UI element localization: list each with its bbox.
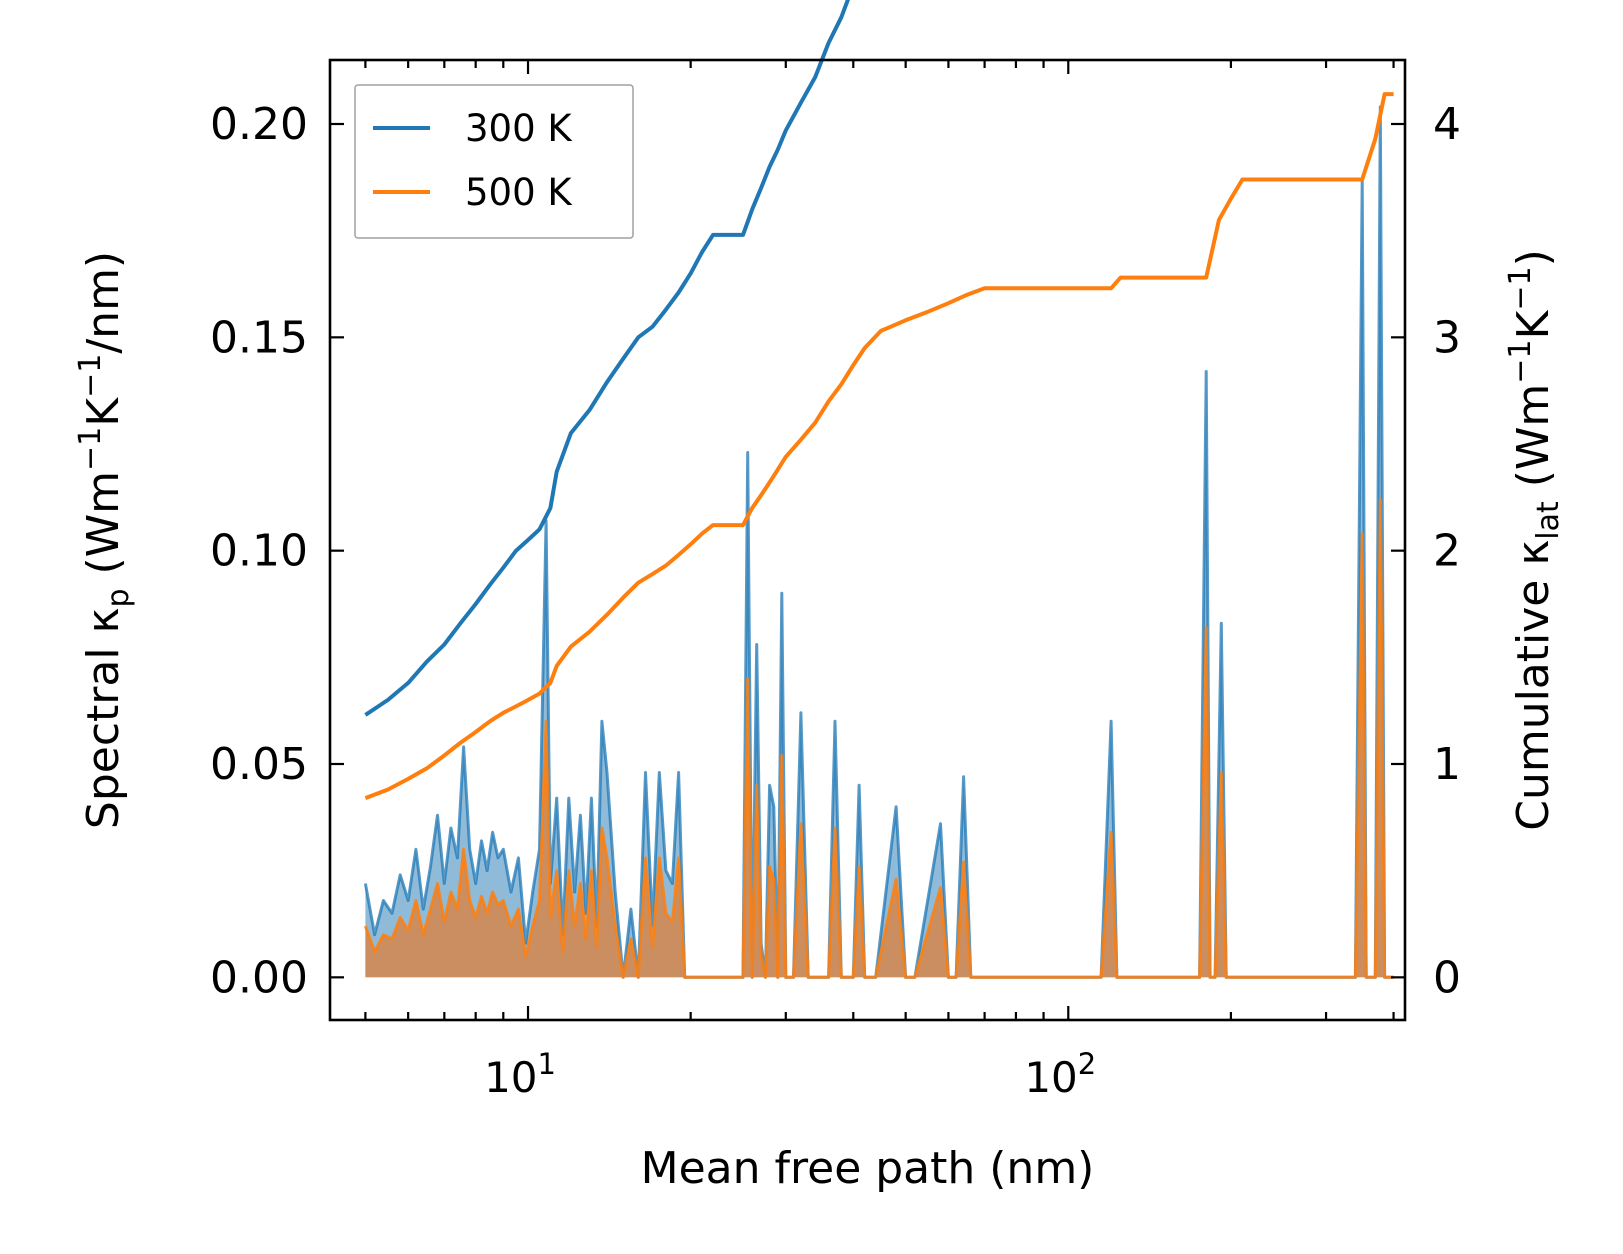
cumulative-line-1 [364, 92, 1394, 800]
y-left-tick-label: 0.05 [210, 739, 308, 790]
y-right-label-part: ) [1508, 249, 1559, 266]
y-right-label-part: Cumulative κ [1508, 540, 1559, 831]
y-left-label-part: K [78, 397, 129, 427]
y-left-label-part: /nm) [78, 251, 129, 354]
y-left-label-part: Spectral κ [78, 608, 129, 830]
y-left-label-part: (Wm [78, 471, 129, 589]
y-right-tick-label: 2 [1433, 526, 1461, 577]
legend-box [354, 84, 634, 239]
x-tick-label: 102 [1024, 1047, 1096, 1102]
x-tick-label-base: 10 [1024, 1053, 1077, 1102]
y-right-label-sub: lat [1531, 501, 1566, 540]
y-left-tick-label: 0.10 [210, 526, 308, 577]
spectral-line-1 [363, 498, 1394, 979]
x-tick-label-base: 10 [484, 1053, 537, 1102]
y-left-tick-label: 0.00 [210, 952, 308, 1003]
y-left-label-sub: p [101, 588, 136, 607]
x-tick-label-exp: 2 [1078, 1047, 1096, 1081]
spectral-area-1 [365, 499, 1394, 978]
y-left-label-sup: −1 [73, 427, 108, 471]
y-left-tick-label: 0.15 [210, 312, 308, 363]
y-right-tick-label: 3 [1433, 312, 1461, 363]
x-tick-label: 101 [484, 1047, 556, 1102]
cumulative-line-0 [364, 0, 850, 717]
y-right-label-sup: −1 [1503, 266, 1538, 310]
y-axis-left-label: Spectral κp (Wm−1K−1/nm) [73, 251, 136, 829]
y-axis-right-label: Cumulative κlat (Wm−1K−1) [1503, 249, 1566, 831]
legend-label-300k: 300 K [465, 107, 573, 150]
y-right-label-sup: −1 [1503, 339, 1538, 383]
y-left-tick-label: 0.20 [210, 99, 308, 150]
y-right-tick-label: 1 [1433, 739, 1461, 790]
y-right-tick-label: 4 [1433, 99, 1461, 150]
y-left-label-sup: −1 [73, 354, 108, 398]
legend-label-500k: 500 K [465, 171, 573, 214]
plot-frame [328, 58, 1407, 1022]
y-right-label-part: K [1508, 309, 1559, 339]
x-tick-label-exp: 1 [538, 1047, 556, 1081]
x-axis-label: Mean free path (nm) [641, 1143, 1095, 1194]
y-right-tick-label: 0 [1433, 952, 1461, 1003]
spectral-layer [363, 105, 1394, 979]
cumulative-layer [364, 0, 1394, 800]
y-right-label-part: (Wm [1508, 384, 1559, 502]
legend: 300 K 500 K [354, 84, 634, 239]
